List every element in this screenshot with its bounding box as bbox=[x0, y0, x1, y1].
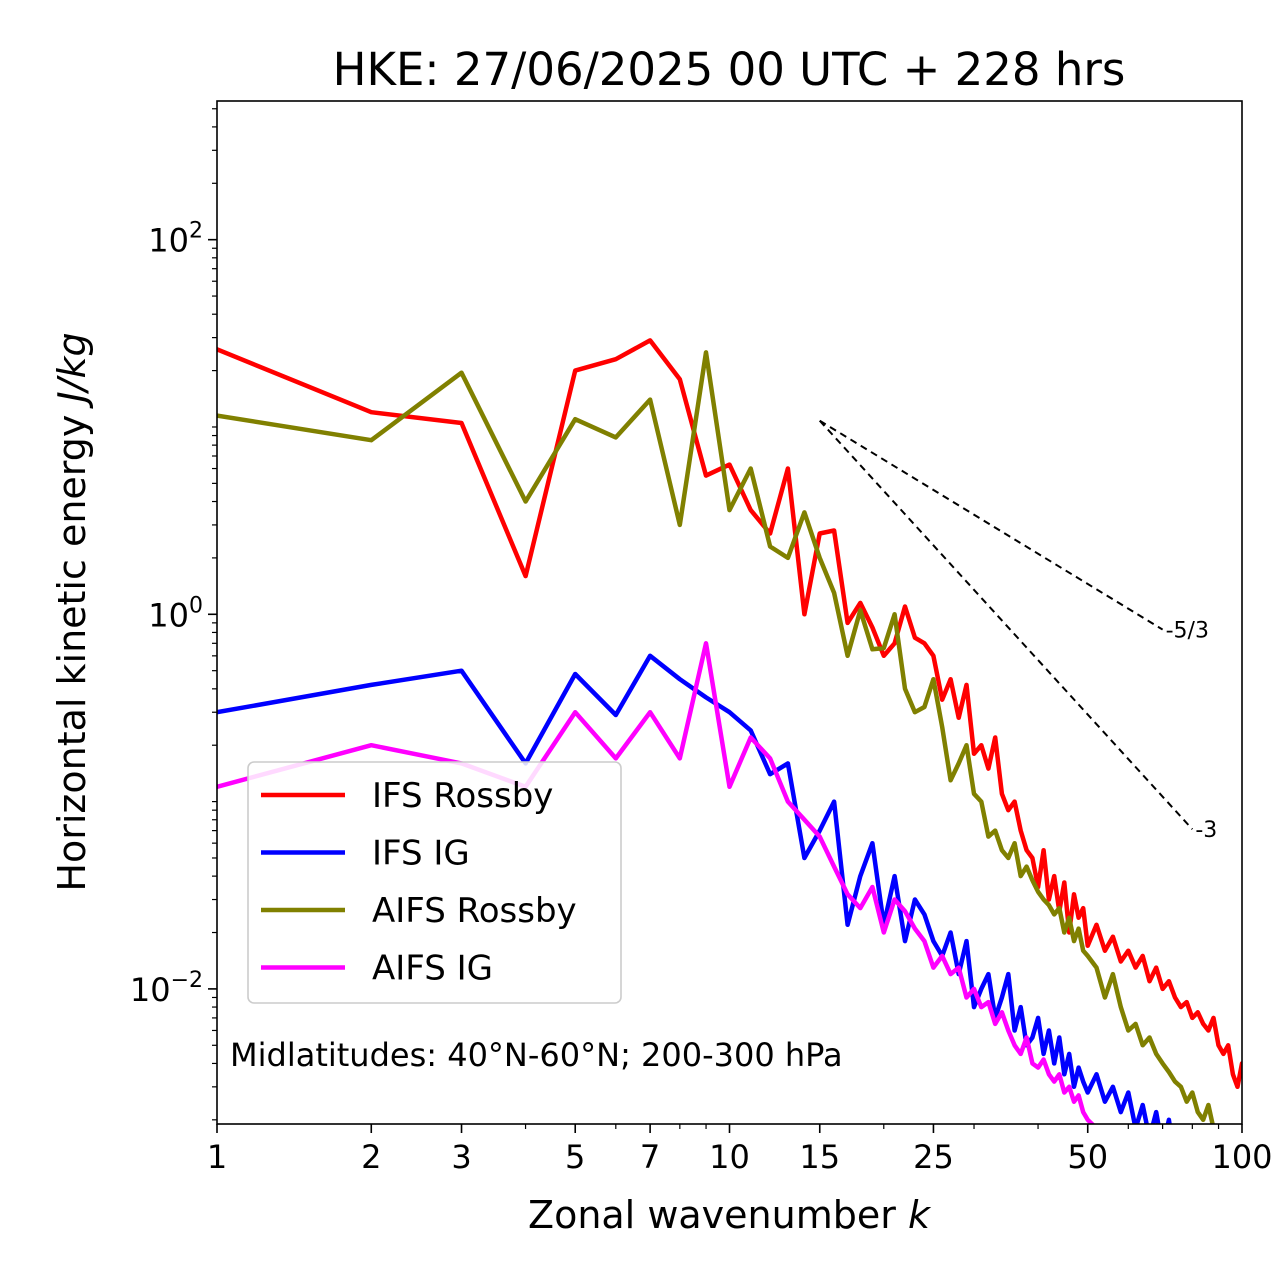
series-line-ifs-rossby bbox=[217, 338, 1242, 1090]
y-tick-label: 100 bbox=[148, 593, 203, 634]
legend-label: AIFS Rossby bbox=[372, 891, 577, 931]
x-tick-label: 3 bbox=[451, 1138, 471, 1176]
reference-line-1 bbox=[819, 420, 1194, 830]
plot-frame bbox=[216, 100, 1243, 1125]
x-tick-label: 7 bbox=[640, 1138, 660, 1176]
x-tick-label: 1 bbox=[207, 1138, 227, 1176]
reference-line-label: -3 bbox=[1195, 818, 1217, 843]
legend: IFS Rossby IFS IG AIFS Rossby AIFS IG bbox=[247, 761, 622, 1004]
reference-line-label: -5/3 bbox=[1166, 619, 1209, 644]
series-line-aifs-rossby bbox=[217, 350, 1215, 1124]
x-tick-label: 100 bbox=[1211, 1138, 1272, 1176]
legend-box bbox=[247, 761, 622, 1004]
legend-label: IFS IG bbox=[372, 834, 470, 874]
series-group bbox=[217, 338, 1242, 1124]
series-line-aifs-ig bbox=[217, 641, 1096, 1124]
region-annotation: Midlatitudes: 40°N-60°N; 200-300 hPa bbox=[230, 1036, 843, 1074]
y-axis-label: Horizontal kinetic energy J/kg bbox=[50, 332, 94, 891]
x-tick-label: 10 bbox=[709, 1138, 750, 1176]
y-tick-label: 10−2 bbox=[130, 968, 203, 1009]
x-tick-label: 50 bbox=[1067, 1138, 1108, 1176]
x-tick-label: 2 bbox=[361, 1138, 381, 1176]
x-tick-label: 25 bbox=[913, 1138, 954, 1176]
chart-title: HKE: 27/06/2025 00 UTC + 228 hrs bbox=[333, 43, 1126, 96]
reference-lines: -5/3 -3 bbox=[819, 419, 1217, 843]
legend-label: AIFS IG bbox=[372, 949, 493, 989]
legend-label: IFS Rossby bbox=[372, 776, 553, 816]
x-axis-label: Zonal wavenumber k bbox=[528, 1193, 932, 1237]
x-tick-label: 5 bbox=[565, 1138, 585, 1176]
x-tick-label: 15 bbox=[799, 1138, 840, 1176]
y-tick-label: 102 bbox=[148, 219, 203, 260]
reference-line-0 bbox=[819, 419, 1164, 631]
axis-ticks: 1 2 3 5 7 10 15 25 50 100 102 100 10−2 bbox=[130, 108, 1273, 1176]
